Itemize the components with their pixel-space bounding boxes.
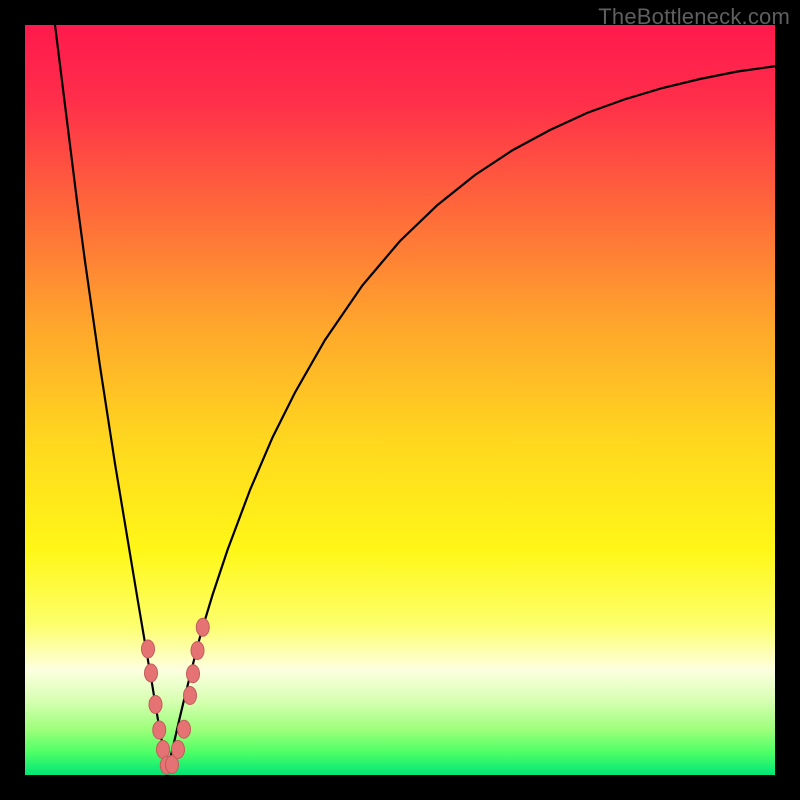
data-marker xyxy=(178,720,191,738)
chart-svg xyxy=(25,25,775,775)
data-marker xyxy=(157,741,170,759)
data-marker xyxy=(191,642,204,660)
data-marker xyxy=(172,741,185,759)
data-marker xyxy=(149,696,162,714)
data-marker xyxy=(145,664,158,682)
data-marker xyxy=(187,665,200,683)
data-marker xyxy=(184,687,197,705)
data-marker xyxy=(196,618,209,636)
data-marker xyxy=(153,721,166,739)
plot-area xyxy=(25,25,775,775)
chart-container: TheBottleneck.com xyxy=(0,0,800,800)
watermark-text: TheBottleneck.com xyxy=(598,4,790,30)
gradient-background xyxy=(25,25,775,775)
data-marker xyxy=(142,640,155,658)
